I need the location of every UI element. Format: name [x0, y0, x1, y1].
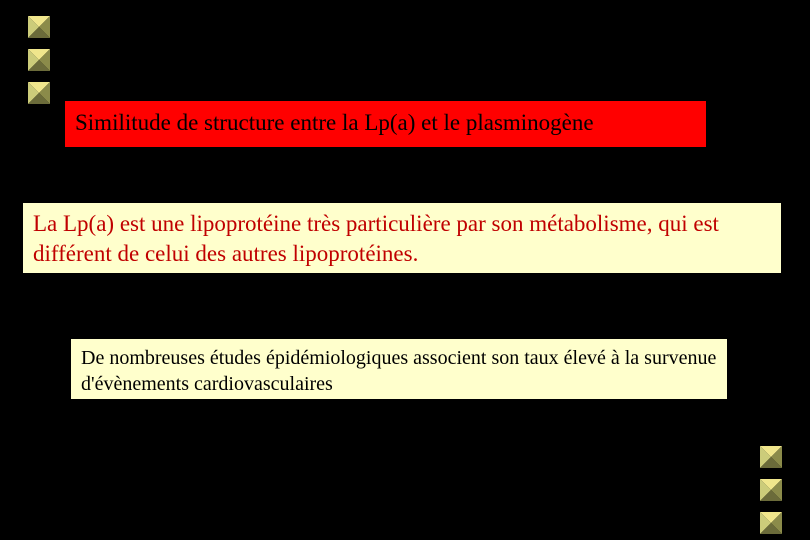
title-text: Similitude de structure entre la Lp(a) e… — [75, 110, 594, 135]
bullet-icon — [760, 479, 782, 501]
body-box: La Lp(a) est une lipoprotéine très parti… — [22, 202, 782, 274]
bullet-icon — [28, 49, 50, 71]
note-text: De nombreuses études épidémiologiques as… — [81, 347, 716, 395]
bullet-icon — [28, 82, 50, 104]
body-text: La Lp(a) est une lipoprotéine très parti… — [33, 211, 719, 266]
bullet-icon — [760, 446, 782, 468]
title-box: Similitude de structure entre la Lp(a) e… — [64, 100, 707, 148]
bullet-icon — [760, 512, 782, 534]
note-box: De nombreuses études épidémiologiques as… — [70, 338, 728, 400]
bullet-icon — [28, 16, 50, 38]
